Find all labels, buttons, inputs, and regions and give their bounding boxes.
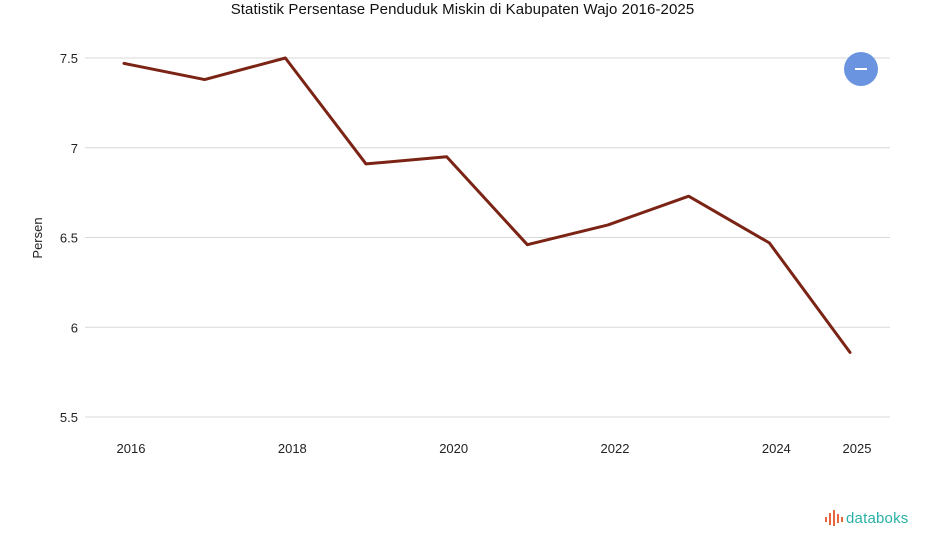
- data-point[interactable]: [441, 151, 453, 163]
- data-point[interactable]: [683, 190, 695, 202]
- y-tick-label: 6: [71, 320, 78, 335]
- x-tick-label: 2025: [843, 441, 872, 456]
- y-tick-labels: 5.5 6 6.5 7 7.5: [60, 51, 78, 425]
- y-tick-label: 6.5: [60, 231, 78, 246]
- y-axis-title: Persen: [30, 217, 45, 258]
- y-tick-label: 7.5: [60, 51, 78, 66]
- data-point[interactable]: [844, 346, 856, 358]
- brand-logo: databoks: [825, 508, 908, 528]
- bar-logo-icon: [825, 510, 843, 526]
- series-lines: [122, 56, 852, 354]
- y-tick-label: 5.5: [60, 410, 78, 425]
- x-tick-label: 2018: [278, 441, 307, 456]
- x-tick-label: 2022: [601, 441, 630, 456]
- data-point[interactable]: [279, 52, 291, 64]
- x-tick-label: 2016: [117, 441, 146, 456]
- reset-zoom-button[interactable]: [844, 52, 878, 86]
- chart-title: Statistik Persentase Penduduk Miskin di …: [230, 1, 695, 18]
- y-tick-label: 7: [71, 141, 78, 156]
- data-points: [118, 52, 856, 358]
- data-point[interactable]: [521, 239, 533, 251]
- minus-icon: [855, 68, 867, 70]
- data-point[interactable]: [118, 57, 130, 69]
- brand-text: databoks: [846, 509, 909, 527]
- series-line[interactable]: [122, 56, 852, 354]
- grid-lines: [85, 57, 890, 418]
- data-point[interactable]: [602, 219, 614, 231]
- data-point[interactable]: [763, 237, 775, 249]
- data-point[interactable]: [360, 158, 372, 170]
- data-point[interactable]: [199, 74, 211, 86]
- x-tick-labels: 2016 2018 2020 2022 2024 2025: [117, 441, 872, 456]
- x-tick-label: 2024: [762, 441, 791, 456]
- x-tick-label: 2020: [439, 441, 468, 456]
